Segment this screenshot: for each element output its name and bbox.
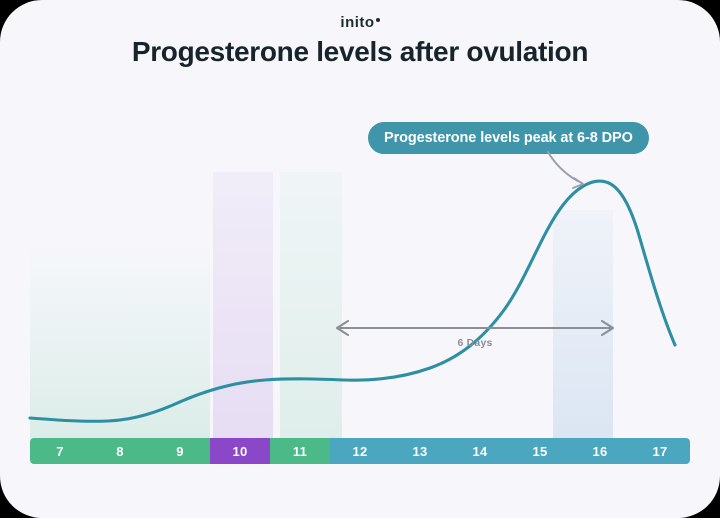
axis-cell-label: 16 [592,443,608,459]
highlight-band-day-10 [213,172,273,440]
chart-plot-area: 6 Days [28,110,690,440]
axis-cell-day-8[interactable]: 8 [90,438,150,464]
axis-cell-day-7[interactable]: 7 [30,438,90,464]
axis-cell-label: 8 [116,443,124,459]
brand-logo: inito [0,14,720,31]
peak-callout-text: Progesterone levels peak at 6-8 DPO [384,130,633,146]
page-title: Progesterone levels after ovulation [131,36,589,67]
brand-logo-text: inito [340,14,375,31]
axis-cell-label: 10 [232,443,248,459]
axis-cell-label: 15 [532,443,548,459]
axis-cell-label: 17 [652,443,668,459]
six-days-label: 6 Days [457,337,493,349]
six-days-span-arrow [335,319,615,337]
axis-cell-day-15[interactable]: 15 [510,438,570,464]
axis-cell-label: 12 [352,443,368,459]
day-axis: 7 8 9 10 11 12 13 14 15 16 17 [30,438,690,464]
axis-cell-label: 14 [472,443,488,459]
highlight-band-days-7-9 [30,242,210,440]
axis-cell-day-13[interactable]: 13 [390,438,450,464]
axis-cell-label: 9 [176,443,184,459]
axis-cell-day-10[interactable]: 10 [210,438,270,464]
callout-pointer-arrow-icon [547,151,584,189]
axis-cell-day-9[interactable]: 9 [150,438,210,464]
highlight-band-day-16 [553,210,613,440]
axis-cell-day-16[interactable]: 16 [570,438,630,464]
axis-cell-day-14[interactable]: 14 [450,438,510,464]
progesterone-curve [28,179,677,423]
axis-cell-label: 7 [56,443,64,459]
axis-cell-day-11[interactable]: 11 [270,438,330,464]
axis-cell-label: 13 [412,443,428,459]
axis-cell-label: 11 [292,443,308,459]
peak-callout-badge: Progesterone levels peak at 6-8 DPO [368,122,649,154]
highlight-band-day-11 [280,172,342,440]
brand-logo-dot-icon [375,18,380,22]
axis-cell-day-12[interactable]: 12 [330,438,390,464]
axis-cell-day-17[interactable]: 17 [630,438,690,464]
